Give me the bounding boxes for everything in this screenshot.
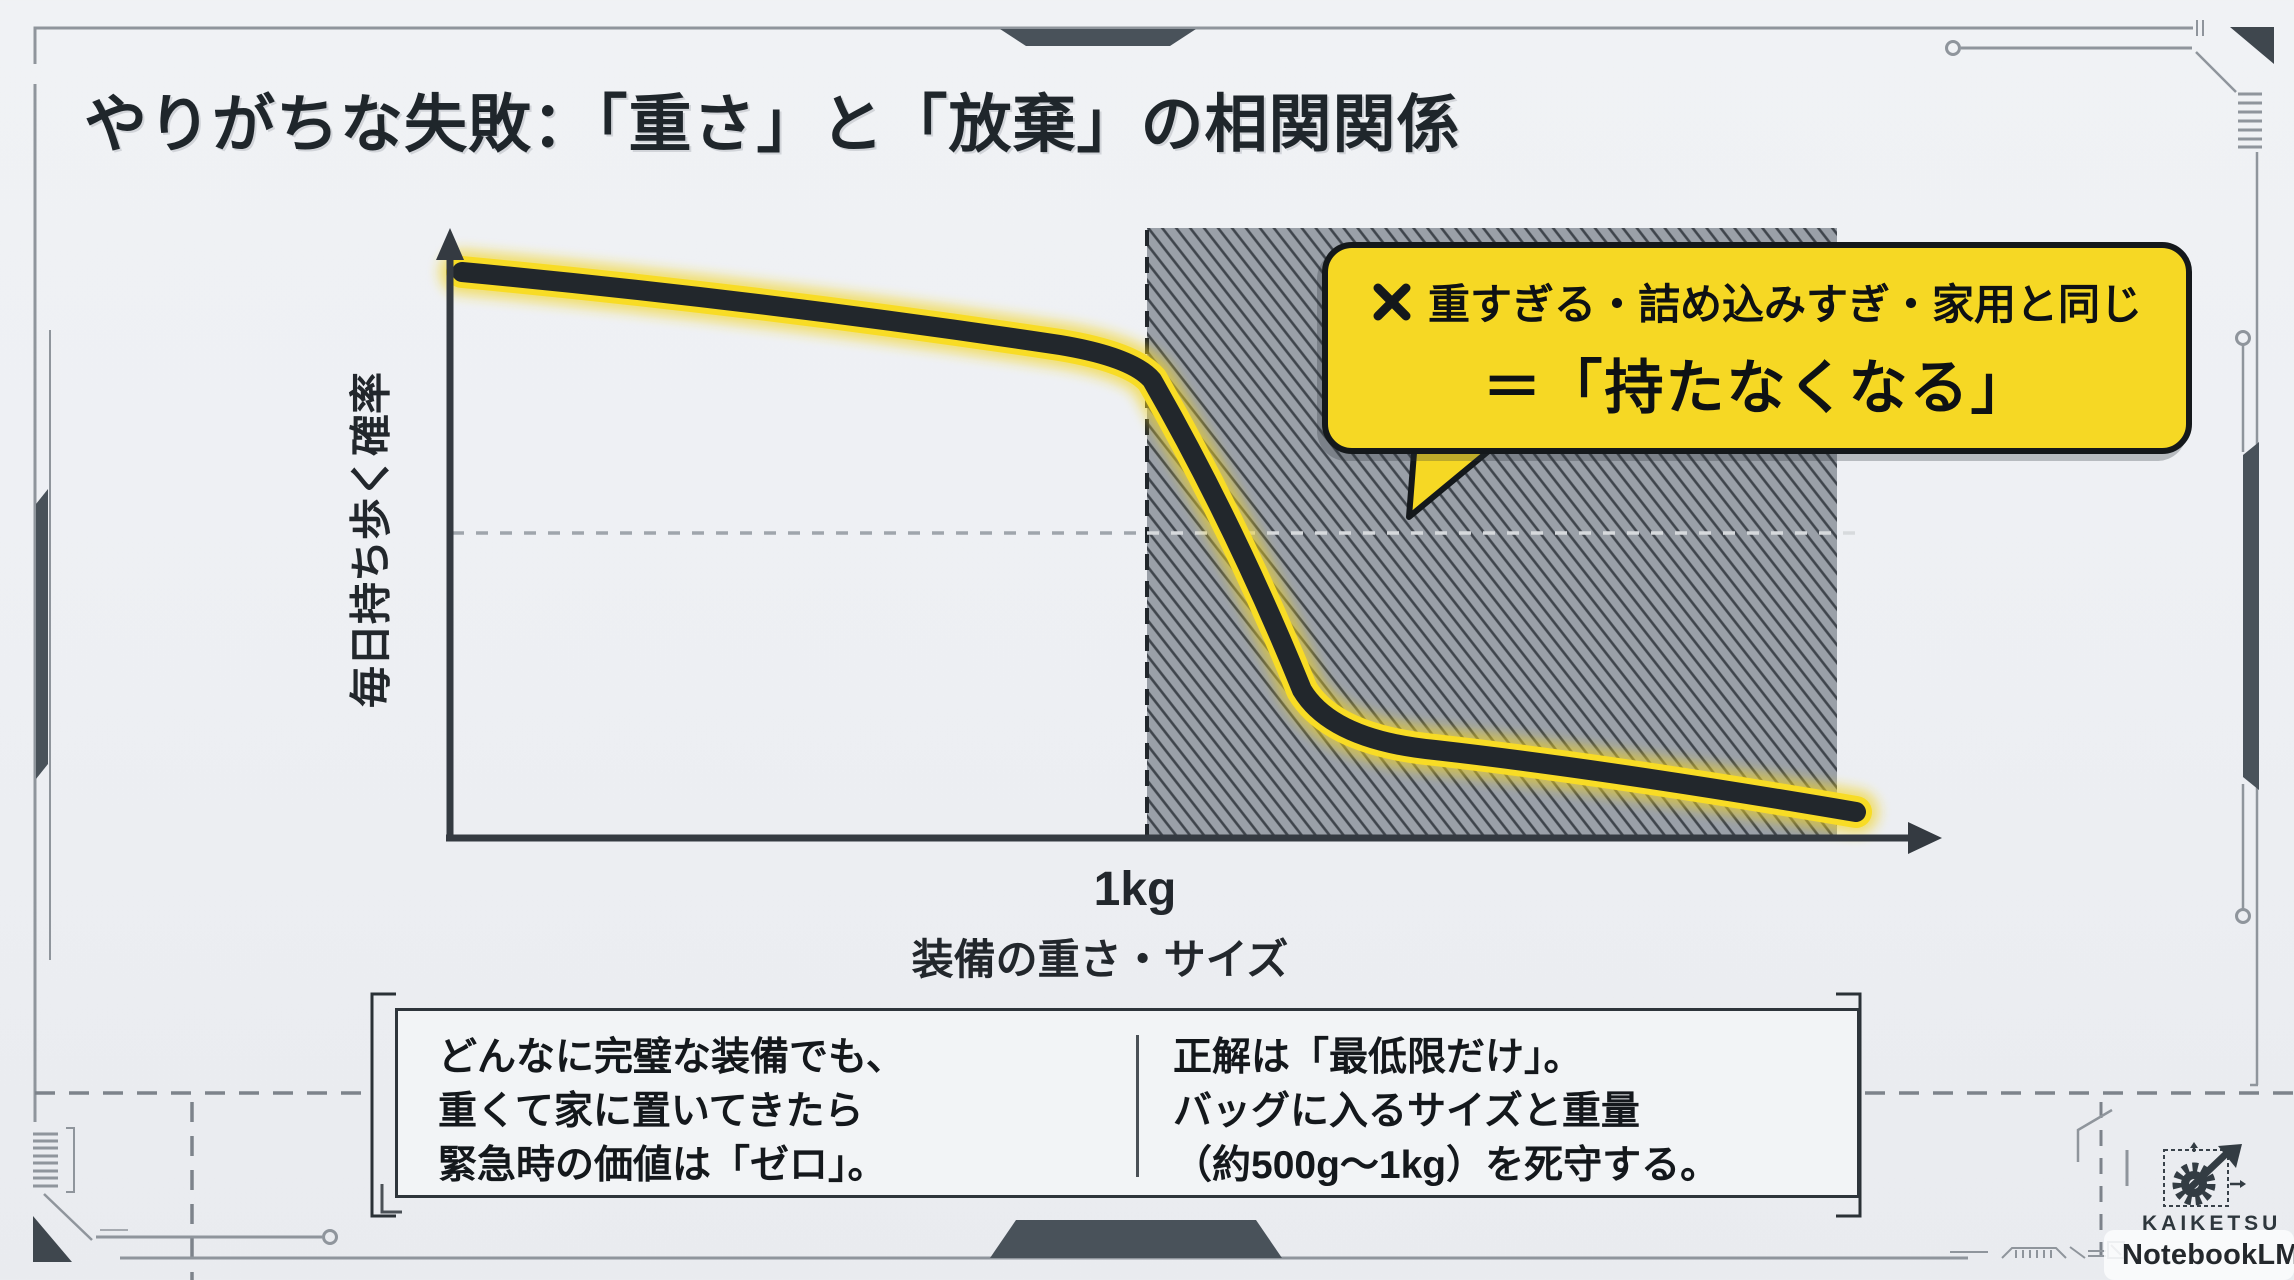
frame-diagonal-bottom-left — [43, 1193, 93, 1241]
frame-node-circle-bottom — [322, 1229, 338, 1245]
notebooklm-watermark: NotebookLM — [2104, 1230, 2294, 1280]
frame-corner-bracket-top-left — [33, 26, 100, 64]
kaiketsu-logo: KAIKETSU — [2142, 1142, 2282, 1236]
notes-right-line2: バッグに入るサイズと重量 — [1173, 1090, 1640, 1133]
notes-right-line1: 正解は「最低限だけ」。 — [1173, 1036, 1583, 1079]
frame-right-dark-bar — [2243, 442, 2259, 790]
frame-vents-top-right — [2238, 92, 2262, 149]
probability-curve — [439, 249, 1879, 835]
x-mark-icon — [1373, 283, 1411, 320]
gear-arrow-icon — [2163, 1142, 2246, 1207]
frame-corner-triangle-bottom-left — [33, 1216, 72, 1262]
y-axis-label: 毎日持ち歩く確率 — [347, 371, 395, 709]
callout-row: 重すぎる・詰め込みすぎ・家用と同じ — [1372, 271, 2142, 332]
notes-divider — [1136, 1035, 1139, 1177]
frame-vents-bottom-left — [33, 1127, 75, 1193]
frame-bracket-near-logo — [2076, 1108, 2113, 1162]
frame-top-tab — [1000, 29, 1196, 46]
notes-box: どんなに完璧な装備でも、 重くて家に置いてきたら 緊急時の価値は「ゼロ」。 正解… — [395, 1008, 1860, 1198]
page-title: やりがちな失敗：「重さ」と「放棄」の相関関係 — [84, 90, 1461, 160]
notes-box-bracket-right — [1836, 992, 1862, 1218]
notes-right-line3: （約500g～1kg）を死守する。 — [1173, 1144, 1720, 1187]
x-axis-label: 装備の重さ・サイズ — [911, 936, 1289, 983]
frame-node-circle-right-2 — [2235, 908, 2251, 924]
notes-left-line1: どんなに完璧な装備でも、 — [438, 1036, 905, 1079]
frame-l-bracket-mid-left — [380, 1184, 402, 1214]
notes-left-line2: 重くて家に置いてきたら — [438, 1090, 864, 1133]
kaiketsu-label: KAIKETSU — [2142, 1212, 2282, 1235]
notes-left-column: どんなに完璧な装備でも、 重くて家に置いてきたら 緊急時の価値は「ゼロ」。 — [438, 1031, 905, 1193]
y-axis-arrowhead — [436, 228, 464, 260]
frame-top-line-end-ticks — [2196, 20, 2204, 36]
frame-node-circle-right-1 — [2235, 330, 2251, 346]
curve-main-stroke — [452, 262, 1866, 822]
frame-node-circle-top — [1945, 40, 1961, 56]
frame-diagonal-top-right — [2195, 51, 2237, 93]
frame-corner-wedge-top-right — [2230, 27, 2274, 64]
callout-line2: ＝「持たなくなる」 — [1482, 355, 2032, 421]
callout-line1: 重すぎる・詰め込みすぎ・家用と同じ — [1427, 281, 2142, 328]
frame-left-dark-bar — [36, 489, 48, 779]
frame-bottom-tab — [990, 1220, 1282, 1258]
notes-box-bracket-left — [370, 992, 396, 1218]
watermark-text: NotebookLM — [2122, 1238, 2294, 1271]
axes — [446, 254, 1914, 842]
callout-bubble: 重すぎる・詰め込みすぎ・家用と同じ ＝「持たなくなる」 — [1322, 242, 2192, 454]
notes-left-line3: 緊急時の価値は「ゼロ」。 — [438, 1144, 887, 1187]
notes-right-column: 正解は「最低限だけ」。 バッグに入るサイズと重量 （約500g～1kg）を死守す… — [1173, 1031, 1719, 1193]
x-axis-arrowhead — [1908, 822, 1942, 854]
x-threshold-tick-label: 1kg — [1093, 863, 1177, 916]
